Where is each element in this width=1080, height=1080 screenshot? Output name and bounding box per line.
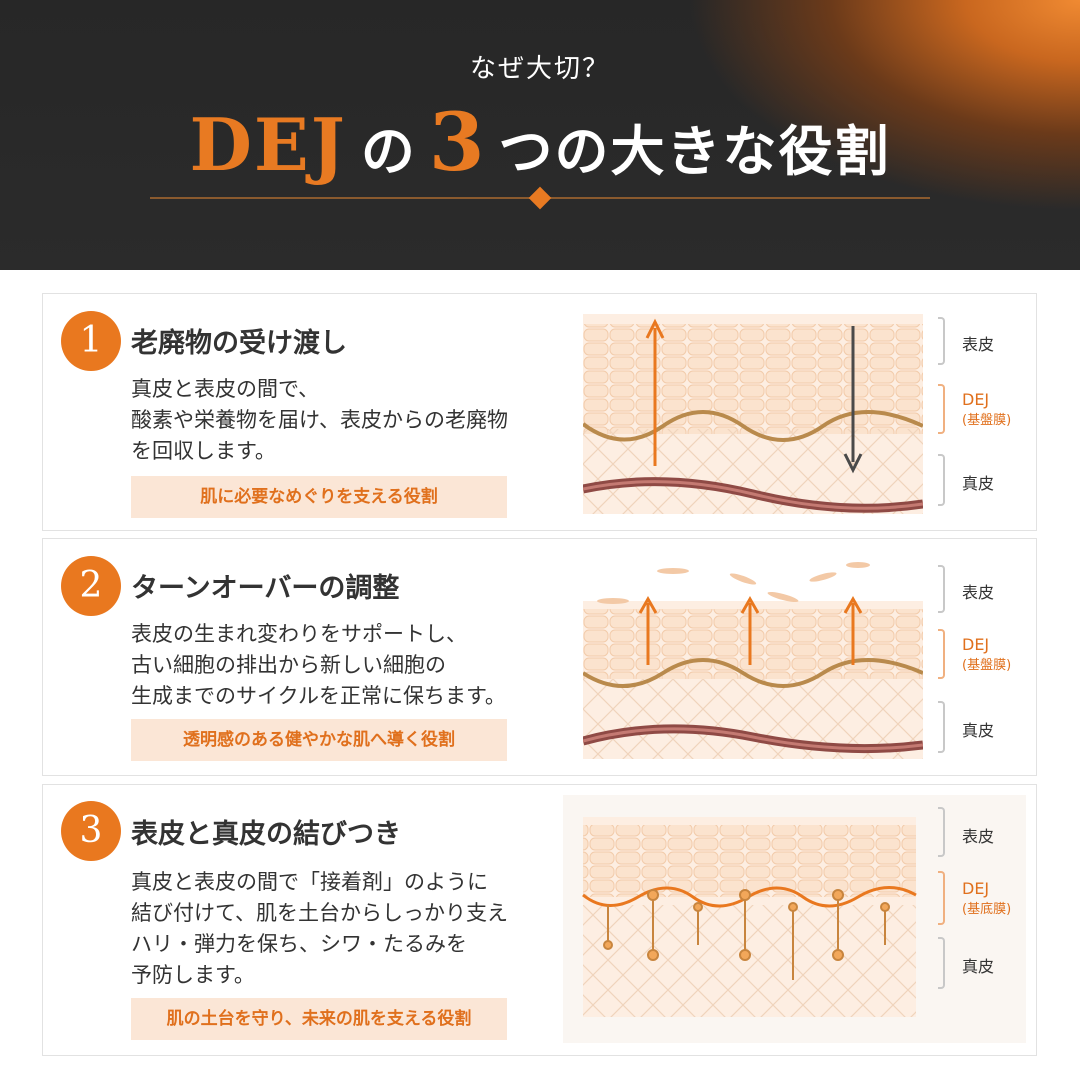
- skin-layer-illustration: [583, 559, 923, 759]
- card-body: 表皮の生まれ変わりをサポートし、 古い細胞の排出から新しい細胞の 生成までのサイ…: [131, 619, 506, 712]
- card-body: 真皮と表皮の間で「接着剤」のように 結び付けて、肌を土台からしっかり支え ハリ・…: [131, 867, 508, 991]
- body-line: を回収します。: [131, 439, 276, 463]
- number-badge: 2: [61, 556, 121, 616]
- layer-labels: 表皮 DEJ (基盤膜) 真皮: [938, 312, 1028, 517]
- title-rest: つの大きな役割: [498, 120, 891, 183]
- page-title: DEJ の 3 つの大きな役割: [0, 95, 1080, 189]
- number-badge: 1: [61, 311, 121, 371]
- body-line: 生成までのサイクルを正常に保ちます。: [131, 684, 506, 708]
- title-three: 3: [428, 95, 485, 189]
- skin-layer-illustration: [583, 314, 923, 514]
- role-tag: 肌の土台を守り、未来の肌を支える役割: [131, 998, 507, 1040]
- body-line: 真皮と表皮の間で「接着剤」のように: [131, 870, 488, 894]
- role-card-3: 3 表皮と真皮の結びつき 真皮と表皮の間で「接着剤」のように 結び付けて、肌を土…: [42, 784, 1037, 1056]
- number-badge: 3: [61, 801, 121, 861]
- role-tag: 肌に必要なめぐりを支える役割: [131, 476, 507, 518]
- layer-labels: 表皮 DEJ (基盤膜) 真皮: [938, 557, 1028, 762]
- role-tag: 透明感のある健やかな肌へ導く役割: [131, 719, 507, 761]
- card-title: 老廃物の受け渡し: [131, 328, 347, 359]
- skin-layer-illustration: [563, 795, 1026, 1043]
- body-line: 真皮と表皮の間で、: [131, 377, 320, 401]
- body-line: ハリ・弾力を保ち、シワ・たるみを: [131, 932, 467, 956]
- header-subtitle: なぜ大切？: [469, 54, 610, 84]
- body-line: 結び付けて、肌を土台からしっかり支え: [131, 901, 508, 925]
- diamond-icon: [528, 186, 552, 210]
- title-dej: DEJ: [189, 102, 347, 187]
- body-line: 古い細胞の排出から新しい細胞の: [131, 653, 446, 677]
- role-card-2: 2 ターンオーバーの調整 表皮の生まれ変わりをサポートし、 古い細胞の排出から新…: [42, 538, 1037, 776]
- body-line: 表皮の生まれ変わりをサポートし、: [131, 622, 467, 646]
- body-line: 酸素や栄養物を届け、表皮からの老廃物: [131, 408, 508, 432]
- card-title: ターンオーバーの調整: [131, 573, 400, 604]
- role-card-1: 1 老廃物の受け渡し 真皮と表皮の間で、 酸素や栄養物を届け、表皮からの老廃物 …: [42, 293, 1037, 531]
- body-line: 予防します。: [131, 963, 255, 987]
- card-title: 表皮と真皮の結びつき: [131, 819, 401, 850]
- header-banner: なぜ大切？ DEJ の 3 つの大きな役割: [0, 0, 1080, 270]
- title-no: の: [360, 120, 415, 183]
- card-body: 真皮と表皮の間で、 酸素や栄養物を届け、表皮からの老廃物 を回収します。: [131, 374, 508, 467]
- layer-labels: 表皮 DEJ (基底膜) 真皮: [938, 803, 1028, 1043]
